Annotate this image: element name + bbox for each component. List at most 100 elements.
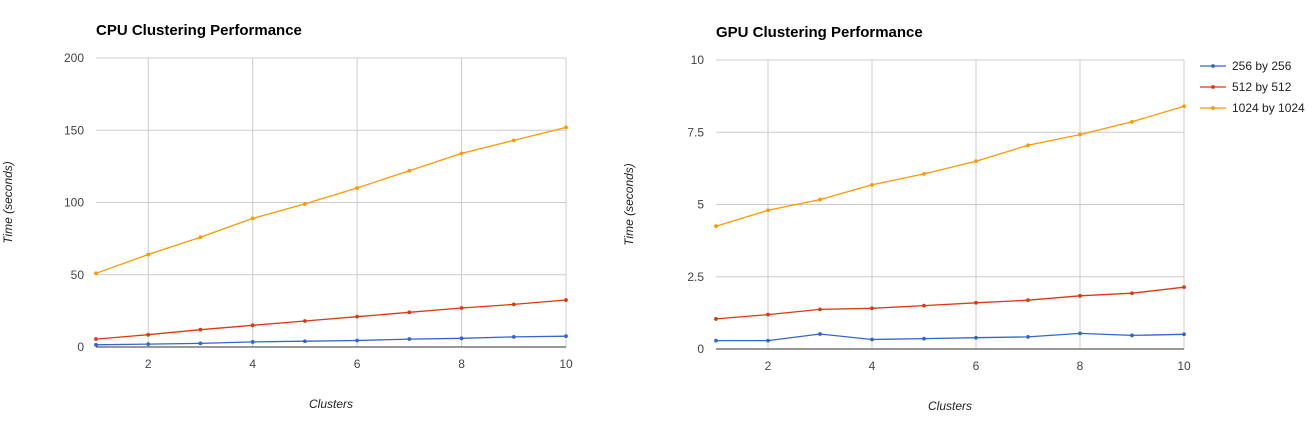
data-point [302, 319, 307, 323]
data-point [302, 339, 307, 344]
x-tick-label: 8 [1077, 359, 1084, 373]
legend-label: 1024 by 1024 [1232, 101, 1305, 115]
data-point [511, 138, 516, 143]
data-point [1130, 119, 1134, 124]
x-axis-title: Clusters [928, 399, 972, 413]
x-tick-label: 4 [249, 357, 256, 371]
y-tick-label: 100 [64, 196, 84, 210]
data-point [564, 125, 568, 130]
data-point [1078, 132, 1082, 137]
x-tick-label: 6 [354, 357, 361, 371]
y-tick-label: 2.5 [687, 270, 704, 284]
x-tick-label: 10 [1177, 359, 1191, 373]
data-point [407, 337, 412, 341]
data-point [818, 307, 822, 312]
data-point [564, 334, 568, 339]
series-line [715, 286, 1185, 320]
data-point [459, 151, 464, 156]
data-point [1026, 143, 1030, 148]
data-point [1182, 332, 1186, 337]
data-point [302, 202, 307, 206]
data-point [1026, 298, 1030, 303]
x-tick-label: 6 [973, 359, 980, 373]
data-point [146, 332, 151, 337]
series-line [95, 335, 567, 346]
y-tick-label: 150 [64, 123, 84, 137]
data-point [818, 332, 822, 336]
data-point [355, 338, 360, 343]
data-point [714, 317, 718, 321]
data-point [407, 310, 412, 315]
y-tick-label: 0 [697, 342, 704, 356]
data-point [922, 171, 926, 176]
x-tick-label: 4 [869, 359, 876, 373]
data-point [198, 341, 203, 346]
data-point [974, 300, 978, 305]
data-point [1182, 285, 1186, 290]
x-tick-label: 10 [559, 357, 573, 371]
data-point [250, 216, 255, 221]
data-point [818, 197, 822, 202]
data-point [250, 340, 255, 344]
data-point [511, 302, 516, 307]
data-point [355, 314, 360, 319]
legend-marker [1211, 64, 1215, 68]
data-point [974, 159, 978, 164]
data-point [714, 224, 718, 229]
data-point [564, 298, 568, 302]
series-line [95, 299, 567, 340]
series-line [95, 126, 567, 274]
data-point [459, 336, 464, 341]
gpu-chart: GPU Clustering Performance 0 2.5 5 7.5 10 2 4 6 8… [622, 24, 1305, 413]
y-axis-title: Time (seconds) [1, 161, 15, 244]
chart-title: CPU Clustering Performance [96, 22, 302, 39]
data-point [94, 342, 98, 347]
data-point [250, 323, 255, 328]
x-tick-label: 2 [765, 359, 772, 373]
data-point [1130, 333, 1134, 338]
legend-marker [1211, 106, 1215, 110]
chart-title: GPU Clustering Performance [716, 24, 923, 41]
data-point [922, 336, 926, 341]
data-point [355, 186, 360, 190]
data-point [198, 327, 203, 332]
data-point [1078, 293, 1082, 298]
data-point [198, 235, 203, 240]
data-point [407, 168, 412, 173]
x-axis-title: Clusters [309, 397, 353, 411]
data-point [146, 252, 151, 257]
legend-label: 512 by 512 [1232, 80, 1292, 94]
data-point [1182, 104, 1186, 109]
data-point [1130, 291, 1134, 296]
data-point [922, 303, 926, 308]
data-point [766, 338, 770, 343]
y-tick-label: 50 [71, 268, 85, 282]
data-point [459, 306, 464, 310]
y-tick-label: 7.5 [687, 125, 704, 139]
x-tick-label: 2 [145, 357, 152, 371]
y-axis-title: Time (seconds) [622, 163, 636, 246]
data-point [870, 306, 874, 311]
legend-label: 256 by 256 [1232, 59, 1292, 73]
data-point [714, 338, 718, 343]
legend-marker [1211, 85, 1215, 89]
data-point [766, 208, 770, 213]
y-tick-label: 5 [697, 198, 704, 212]
cpu-chart: CPU Clustering Performance 0 50 100 150 200 2 4… [1, 22, 573, 411]
data-point [511, 334, 516, 339]
y-tick-label: 200 [64, 51, 84, 65]
x-tick-label: 8 [458, 357, 465, 371]
data-point [94, 271, 98, 276]
series-line [715, 105, 1185, 227]
y-tick-label: 10 [691, 53, 705, 67]
series-line [716, 332, 1185, 342]
data-point [94, 337, 98, 341]
y-tick-label: 0 [77, 340, 84, 354]
data-point [1026, 334, 1030, 339]
data-point [1078, 331, 1082, 336]
data-point [766, 312, 770, 317]
legend: 256 by 256 512 by 512 1024 by 1024 [1200, 59, 1305, 115]
data-point [974, 335, 978, 340]
data-point [146, 342, 151, 347]
